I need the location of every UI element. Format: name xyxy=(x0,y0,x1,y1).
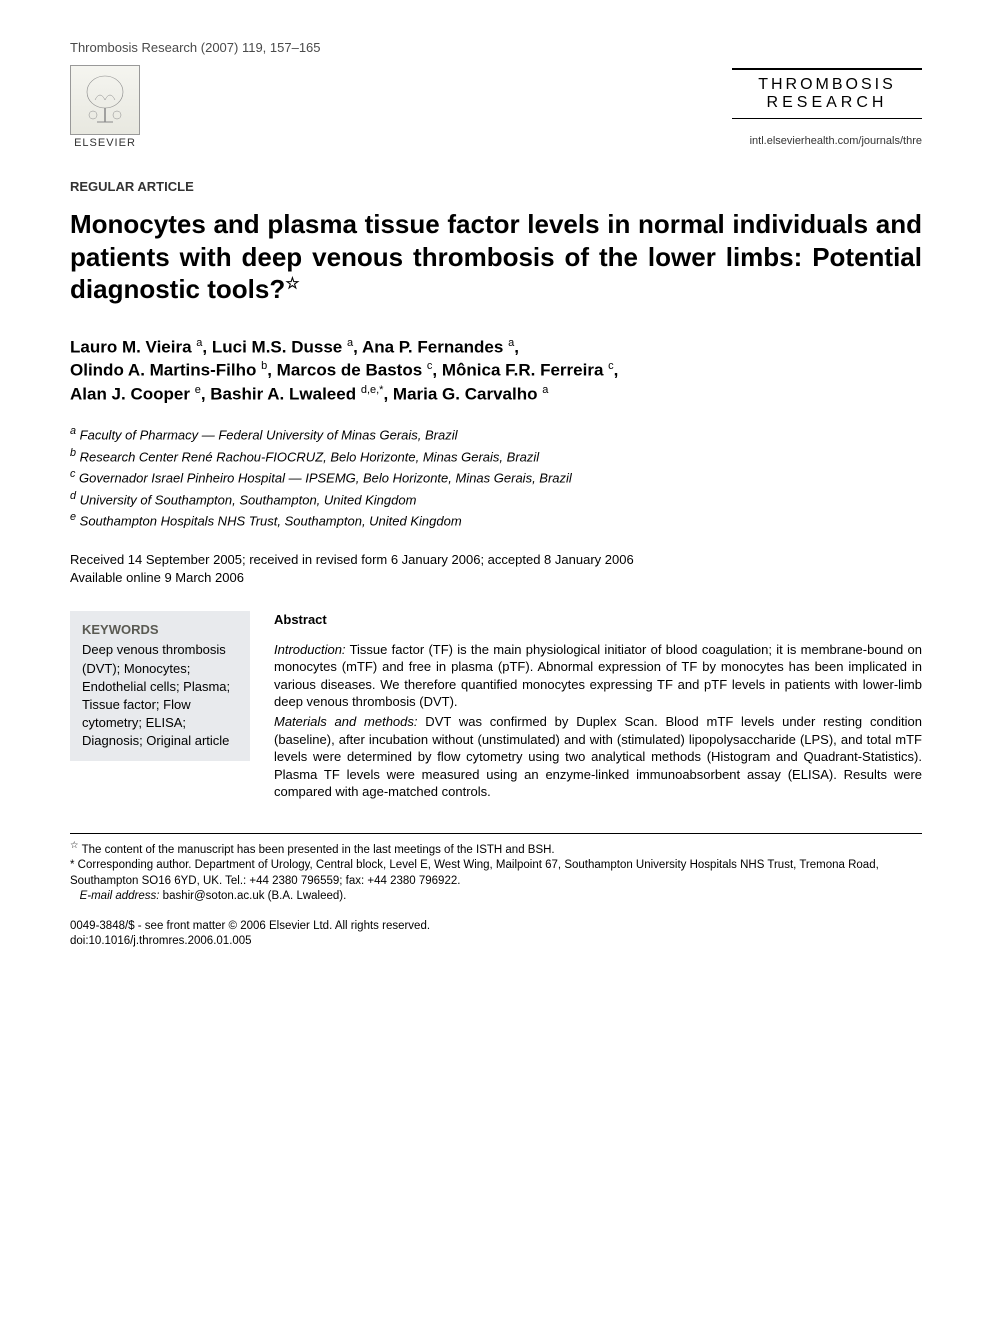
abstract-methods: Materials and methods: DVT was confirmed… xyxy=(274,713,922,801)
article-type: REGULAR ARTICLE xyxy=(70,179,922,194)
journal-name-line2: RESEARCH xyxy=(732,94,922,112)
affiliation: b Research Center René Rachou-FIOCRUZ, B… xyxy=(70,446,922,467)
journal-logo: THROMBOSIS RESEARCH xyxy=(732,68,922,119)
author-aff: c xyxy=(608,360,614,372)
author-aff: a xyxy=(542,384,548,396)
keywords-list: Deep venous thrombosis (DVT); Monocytes;… xyxy=(82,641,238,750)
abstract-heading: Abstract xyxy=(274,611,922,629)
abstract-intro: Introduction: Tissue factor (TF) is the … xyxy=(274,641,922,711)
email-label: E-mail address: xyxy=(80,890,160,902)
journal-name-line1: THROMBOSIS xyxy=(732,76,922,94)
header-row: Thrombosis Research (2007) 119, 157–165 xyxy=(70,40,922,55)
copyright-line1: 0049-3848/$ - see front matter © 2006 El… xyxy=(70,919,922,935)
abstract-methods-label: Materials and methods: xyxy=(274,714,418,729)
author: Maria G. Carvalho xyxy=(393,384,538,403)
author: Bashir A. Lwaleed xyxy=(210,384,356,403)
copyright-block: 0049-3848/$ - see front matter © 2006 El… xyxy=(70,919,922,950)
author: Marcos de Bastos xyxy=(277,361,423,380)
author: Alan J. Cooper xyxy=(70,384,190,403)
content-row: KEYWORDS Deep venous thrombosis (DVT); M… xyxy=(70,611,922,802)
abstract-intro-text: Tissue factor (TF) is the main physiolog… xyxy=(274,642,922,710)
keywords-box: KEYWORDS Deep venous thrombosis (DVT); M… xyxy=(70,611,250,760)
footnote-email: E-mail address: bashir@soton.ac.uk (B.A.… xyxy=(70,889,922,905)
note-text: The content of the manuscript has been p… xyxy=(79,844,555,856)
footnotes-block: ☆ The content of the manuscript has been… xyxy=(70,833,922,905)
author-aff: c xyxy=(427,360,433,372)
journal-page: Thrombosis Research (2007) 119, 157–165 … xyxy=(0,0,992,990)
journal-url: intl.elsevierhealth.com/journals/thre xyxy=(750,135,922,147)
affiliations-block: a Faculty of Pharmacy — Federal Universi… xyxy=(70,424,922,531)
publisher-logo: ELSEVIER xyxy=(70,65,140,149)
note-marker: ☆ xyxy=(70,840,79,851)
affiliation: c Governador Israel Pinheiro Hospital — … xyxy=(70,467,922,488)
author: Lauro M. Vieira xyxy=(70,337,192,356)
author: Luci M.S. Dusse xyxy=(212,337,342,356)
journal-box: THROMBOSIS RESEARCH intl.elsevierhealth.… xyxy=(732,68,922,147)
publisher-name: ELSEVIER xyxy=(74,137,136,149)
corr-text: Corresponding author. Department of Urol… xyxy=(70,859,879,887)
affiliation: e Southampton Hospitals NHS Trust, South… xyxy=(70,510,922,531)
copyright-line2: doi:10.1016/j.thromres.2006.01.005 xyxy=(70,934,922,950)
author-aff: a xyxy=(508,337,514,349)
author: Mônica F.R. Ferreira xyxy=(442,361,604,380)
keywords-heading: KEYWORDS xyxy=(82,621,238,639)
abstract-column: Abstract Introduction: Tissue factor (TF… xyxy=(274,611,922,802)
author: Olindo A. Martins-Filho xyxy=(70,361,256,380)
affiliation: d University of Southampton, Southampton… xyxy=(70,489,922,510)
logo-row: ELSEVIER THROMBOSIS RESEARCH intl.elsevi… xyxy=(70,65,922,149)
footnote-corresponding: * Corresponding author. Department of Ur… xyxy=(70,858,922,889)
author-aff: a xyxy=(196,337,202,349)
email-text: bashir@soton.ac.uk (B.A. Lwaleed). xyxy=(159,890,346,902)
title-note-marker: ☆ xyxy=(285,275,299,292)
citation-text: Thrombosis Research (2007) 119, 157–165 xyxy=(70,40,321,55)
article-title: Monocytes and plasma tissue factor level… xyxy=(70,208,922,306)
author-aff: e xyxy=(195,384,201,396)
author: Ana P. Fernandes xyxy=(362,337,503,356)
authors-block: Lauro M. Vieira a, Luci M.S. Dusse a, An… xyxy=(70,336,922,407)
footnote-note: ☆ The content of the manuscript has been… xyxy=(70,840,922,858)
received-date: Received 14 September 2005; received in … xyxy=(70,551,922,569)
elsevier-tree-icon xyxy=(70,65,140,135)
author-aff: a xyxy=(347,337,353,349)
dates-block: Received 14 September 2005; received in … xyxy=(70,551,922,587)
online-date: Available online 9 March 2006 xyxy=(70,569,922,587)
author-aff: b xyxy=(261,360,267,372)
affiliation: a Faculty of Pharmacy — Federal Universi… xyxy=(70,424,922,445)
abstract-intro-label: Introduction: xyxy=(274,642,346,657)
title-text: Monocytes and plasma tissue factor level… xyxy=(70,209,922,304)
author-aff: d,e,* xyxy=(361,384,384,396)
